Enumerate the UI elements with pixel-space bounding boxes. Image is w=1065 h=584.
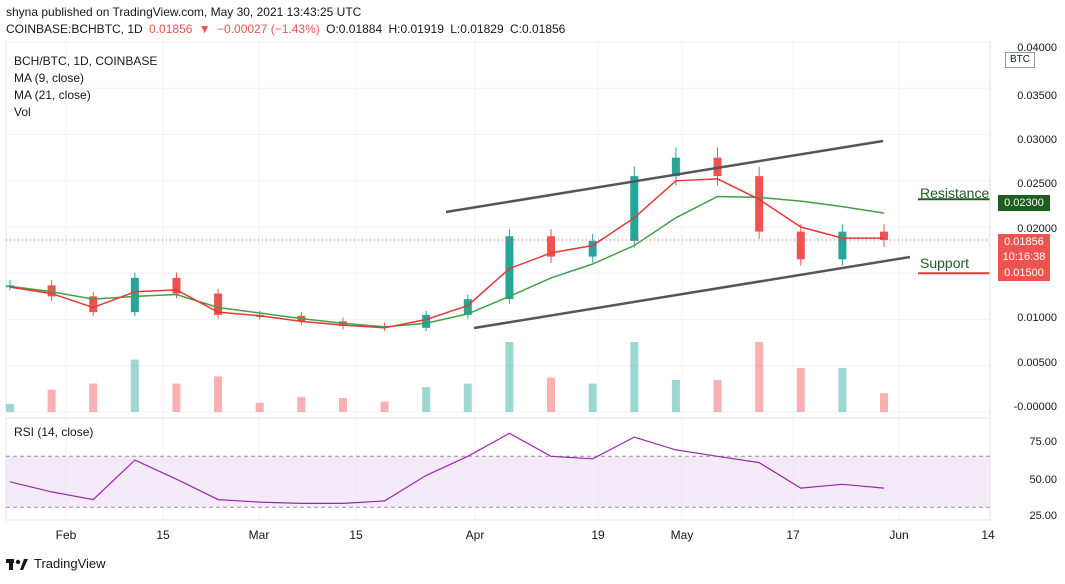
y-tick: 0.04000 bbox=[1017, 42, 1057, 54]
x-tick: 14 bbox=[981, 528, 995, 542]
volume-bar bbox=[547, 377, 556, 412]
candle-body bbox=[838, 231, 847, 260]
candle-body bbox=[505, 236, 514, 300]
volume-bar bbox=[422, 387, 431, 412]
close-value: C:0.01856 bbox=[509, 22, 566, 36]
low-value: L:0.01829 bbox=[450, 22, 504, 36]
x-tick: Jun bbox=[889, 528, 909, 542]
y-tick: 0.03000 bbox=[1017, 134, 1057, 146]
x-tick: 15 bbox=[349, 528, 363, 542]
y-tick: -0.00000 bbox=[1013, 401, 1057, 413]
legend-vol[interactable]: Vol bbox=[14, 105, 31, 119]
candle-body bbox=[755, 176, 764, 232]
countdown-tag: 10:16:38 bbox=[998, 249, 1050, 265]
price-change: −0.00027 (−1.43%) bbox=[217, 22, 320, 36]
footer-brand[interactable]: TradingView bbox=[6, 556, 106, 571]
volume-bar bbox=[380, 401, 389, 412]
footer-brand-label: TradingView bbox=[34, 556, 106, 571]
x-tick: Apr bbox=[465, 528, 485, 542]
candle-body bbox=[214, 293, 223, 315]
volume-bar bbox=[338, 398, 347, 412]
volume-bar bbox=[463, 383, 472, 412]
currency-badge[interactable]: BTC bbox=[1005, 52, 1035, 68]
volume-bar bbox=[6, 404, 14, 412]
tradingview-logo-icon bbox=[6, 557, 28, 571]
ma21-line bbox=[9, 195, 885, 328]
candle-body bbox=[880, 231, 888, 240]
legend-title[interactable]: BCH/BTC, 1D, COINBASE bbox=[14, 54, 158, 68]
rsi-band bbox=[6, 456, 990, 508]
upper-trendline bbox=[445, 139, 884, 214]
publish-info: shyna published on TradingView.com, May … bbox=[6, 5, 362, 19]
x-tick: 17 bbox=[786, 528, 800, 542]
support-label: Support bbox=[920, 255, 970, 271]
volume-bar bbox=[505, 342, 514, 412]
volume-bar bbox=[172, 383, 181, 412]
volume-bar bbox=[880, 393, 888, 412]
rsi-tick: 25.00 bbox=[1029, 510, 1057, 522]
last-price: 0.01856 bbox=[149, 22, 193, 36]
candle-body bbox=[630, 176, 639, 241]
rsi-tick: 75.00 bbox=[1029, 436, 1057, 448]
volume-bar bbox=[130, 359, 139, 412]
legend-ma21[interactable]: MA (21, close) bbox=[14, 88, 91, 102]
ohlc-row: COINBASE:BCHBTC, 1D 0.01856 ▼ −0.00027 (… bbox=[6, 22, 568, 36]
candle-body bbox=[671, 157, 680, 177]
candle-body bbox=[588, 240, 597, 257]
volume-bar bbox=[255, 402, 264, 412]
y-tick: 0.01000 bbox=[1017, 312, 1057, 324]
candle-body bbox=[130, 277, 139, 313]
legend-rsi[interactable]: RSI (14, close) bbox=[14, 425, 94, 439]
rsi-tick: 50.00 bbox=[1029, 474, 1057, 486]
x-tick: Feb bbox=[55, 528, 77, 542]
y-tick: 0.02500 bbox=[1017, 178, 1057, 190]
y-tick: 0.03500 bbox=[1017, 90, 1057, 102]
x-tick: May bbox=[670, 528, 694, 542]
volume-bar bbox=[713, 380, 722, 412]
support-price-tag: 0.01500 bbox=[998, 265, 1050, 281]
current-price-tag: 0.01856 bbox=[998, 234, 1050, 250]
ma9-line bbox=[9, 178, 884, 329]
x-tick: 19 bbox=[591, 528, 605, 542]
y-tick: 0.00500 bbox=[1017, 357, 1057, 369]
candle-body bbox=[89, 296, 98, 313]
candle-body bbox=[463, 299, 472, 315]
volume-bar bbox=[214, 376, 223, 412]
candle-body bbox=[422, 314, 431, 328]
y-tick: 0.02000 bbox=[1017, 223, 1057, 235]
x-tick: 15 bbox=[156, 528, 170, 542]
volume-bar bbox=[796, 368, 805, 412]
rsi-line bbox=[9, 432, 885, 504]
open-value: O:0.01884 bbox=[326, 22, 383, 36]
candle-body bbox=[547, 236, 556, 257]
resistance-label: Resistance bbox=[920, 185, 990, 201]
symbol-label: COINBASE:BCHBTC, 1D bbox=[6, 22, 143, 36]
volume-bar bbox=[630, 342, 639, 412]
volume-bar bbox=[89, 383, 98, 412]
x-tick: Mar bbox=[248, 528, 270, 542]
arrow-down-icon: ▼ bbox=[198, 22, 211, 36]
high-value: H:0.01919 bbox=[388, 22, 444, 36]
candle-body bbox=[47, 285, 56, 297]
lower-trendline bbox=[473, 255, 911, 330]
volume-bar bbox=[755, 342, 764, 412]
volume-bar bbox=[588, 383, 597, 412]
resistance-price-tag: 0.02300 bbox=[998, 195, 1050, 211]
legend-ma9[interactable]: MA (9, close) bbox=[14, 71, 85, 85]
volume-bar bbox=[297, 396, 306, 412]
candle-body bbox=[172, 277, 181, 294]
candle-body bbox=[796, 231, 805, 260]
volume-bar bbox=[838, 368, 847, 412]
volume-bar bbox=[671, 380, 680, 412]
volume-bar bbox=[47, 389, 56, 412]
